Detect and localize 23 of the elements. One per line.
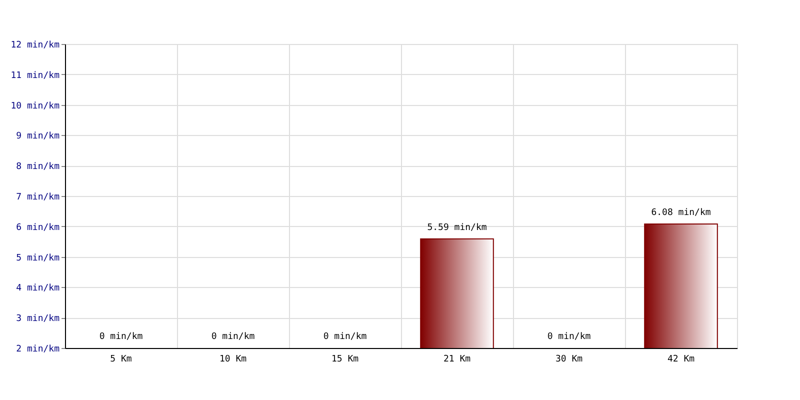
y-tick-label: 9 min/km <box>16 132 60 142</box>
y-tick-label: 8 min/km <box>16 162 60 172</box>
text: 0 min/km <box>547 332 591 342</box>
data-label: 5.59 min/km <box>427 222 487 233</box>
x-tick-label: 30 Km <box>555 354 583 364</box>
y-tick-label: 10 min/km <box>10 101 60 112</box>
y-tick-label: 2 min/km <box>16 344 60 354</box>
y-tick-label: 7 min/km <box>16 192 60 202</box>
x-tick-label: 15 Km <box>331 354 359 364</box>
y-tick-label: 3 min/km <box>16 314 60 324</box>
y-tick-label: 4 min/km <box>16 284 60 294</box>
text: 0 min/km <box>211 332 255 342</box>
data-label: 6.08 min/km <box>651 208 711 218</box>
x-tick-label: 42 Km <box>667 354 695 364</box>
x-tick-label: 21 Km <box>443 354 471 364</box>
y-tick-label: 6 min/km <box>16 222 60 233</box>
text: 0 min/km <box>323 332 367 342</box>
text: 0 min/km <box>99 332 143 342</box>
x-tick-label: 10 Km <box>219 354 247 364</box>
y-tick-label: 11 min/km <box>10 70 60 81</box>
y-tick-label: 12 min/km <box>10 40 60 50</box>
y-tick-label: 5 min/km <box>16 253 60 264</box>
x-tick-label: 5 Km <box>110 354 132 364</box>
